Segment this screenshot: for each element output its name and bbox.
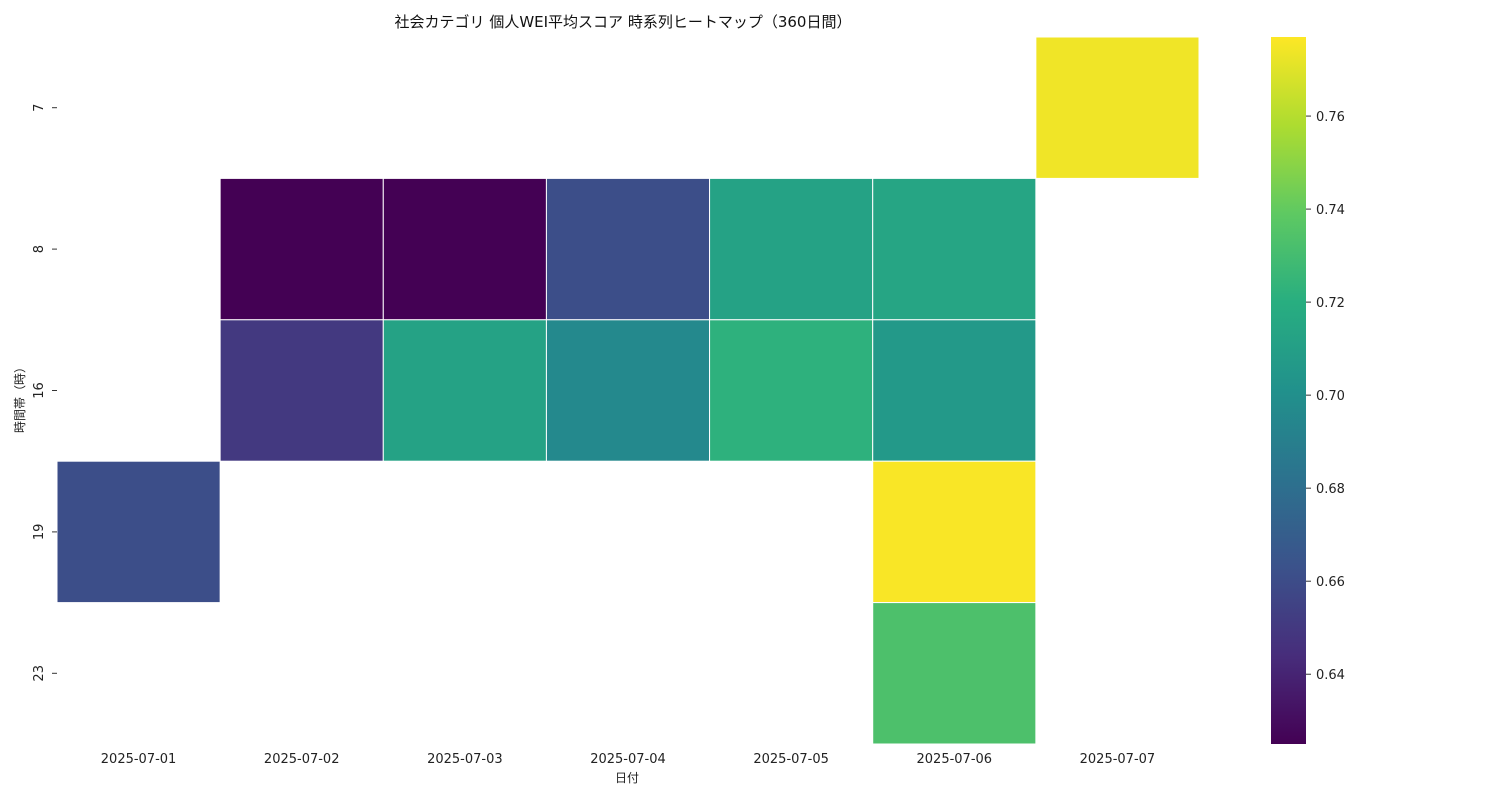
heatmap-cell [219,177,384,321]
x-tick-label: 2025-07-01 [101,752,177,767]
heatmap-cell [219,319,384,462]
heatmap-cell [872,460,1037,604]
colorbar-tick-label: 0.64 [1316,668,1345,683]
colorbar-tick-label: 0.68 [1316,482,1345,497]
heatmap-cell [1035,36,1200,179]
y-tick-label: 8 [32,245,47,253]
x-tick-label: 2025-07-04 [590,752,666,767]
y-tick-label: 7 [32,104,47,112]
heatmap-cell [382,177,547,321]
x-tick-label: 2025-07-05 [753,752,829,767]
x-tick-label: 2025-07-07 [1080,752,1156,767]
colorbar [1271,37,1306,744]
heatmap-cell [545,177,711,321]
heatmap-cell [709,319,874,462]
y-tick-label: 23 [32,665,47,682]
y-axis-ticks: 7 8 16 19 23 [32,104,57,682]
y-tick-label: 16 [32,382,47,399]
x-tick-label: 2025-07-03 [427,752,503,767]
x-axis-label: 日付 [615,771,639,785]
heatmap-cell [709,177,874,321]
colorbar-tick-label: 0.76 [1316,110,1345,125]
colorbar-tick-label: 0.66 [1316,575,1345,590]
colorbar-ticks: 0.64 0.66 0.68 0.70 0.72 0.74 0.76 [1306,110,1345,683]
heatmap-cell [56,460,221,604]
colorbar-tick-label: 0.74 [1316,203,1345,218]
y-axis-label: 時間帯（時） [13,361,27,433]
heatmap-cell [872,177,1037,321]
heatmap-cell [872,319,1037,462]
x-tick-label: 2025-07-06 [917,752,993,767]
x-tick-label: 2025-07-02 [264,752,340,767]
heatmap-cells [56,36,1200,745]
heatmap-cell [545,319,711,462]
colorbar-tick-label: 0.72 [1316,296,1345,311]
heatmap-cell [872,602,1037,745]
chart-title: 社会カテゴリ 個人WEI平均スコア 時系列ヒートマップ（360日間） [395,13,852,31]
x-axis-ticks: 2025-07-01 2025-07-02 2025-07-03 2025-07-04… [101,752,1155,767]
heatmap-cell [382,319,547,462]
y-tick-label: 19 [32,524,47,541]
colorbar-tick-label: 0.70 [1316,389,1345,404]
